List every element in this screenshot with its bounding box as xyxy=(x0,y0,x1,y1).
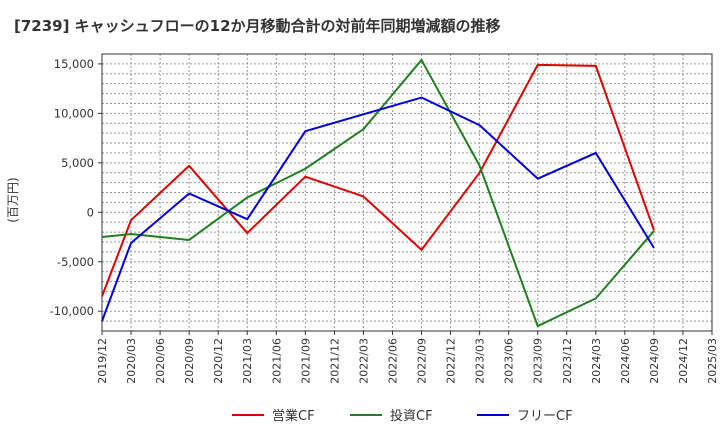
series-point-3 xyxy=(304,130,306,132)
series-point-2 xyxy=(246,196,248,198)
series-point-3 xyxy=(479,124,481,126)
x-tick-label: 2022/06 xyxy=(386,338,399,384)
series-point-3 xyxy=(188,192,190,194)
series-point-1 xyxy=(595,65,597,67)
series-point-3 xyxy=(537,178,539,180)
series-point-1 xyxy=(653,229,655,231)
grid-layer xyxy=(101,54,713,331)
legend-label-1: 営業CF xyxy=(272,408,315,424)
series-point-1 xyxy=(479,172,481,174)
x-tick-label: 2021/06 xyxy=(270,338,283,384)
plot-border xyxy=(101,53,713,332)
series-point-3 xyxy=(653,247,655,249)
series-point-2 xyxy=(362,128,364,130)
x-tick-label: 2024/12 xyxy=(677,338,690,384)
y-tick-label: 0 xyxy=(87,205,94,219)
x-tick-label: 2020/09 xyxy=(183,338,196,384)
series-point-3 xyxy=(246,218,248,220)
series-point-2 xyxy=(421,59,423,61)
series-point-1 xyxy=(304,176,306,178)
series-point-1 xyxy=(130,219,132,221)
chart-title: [7239] キャッシュフローの12か月移動合計の対前年同期増減額の推移 xyxy=(14,17,501,35)
x-tick-label: 2021/03 xyxy=(241,338,254,384)
x-tick-label: 2024/03 xyxy=(590,338,603,384)
series-point-2 xyxy=(101,236,103,238)
x-tick-label: 2022/03 xyxy=(357,338,370,384)
series-point-2 xyxy=(653,230,655,232)
y-tick-label: 10,000 xyxy=(54,106,94,120)
series-point-3 xyxy=(595,152,597,154)
x-tick-label: 2020/06 xyxy=(154,338,167,384)
x-tick-label: 2024/06 xyxy=(619,338,632,384)
x-tick-label: 2025/03 xyxy=(706,338,719,384)
x-tick-label: 2023/09 xyxy=(532,338,545,384)
series-point-2 xyxy=(595,297,597,299)
x-tick-label: 2022/12 xyxy=(445,338,458,384)
x-tick-label: 2022/09 xyxy=(416,338,429,384)
series-point-3 xyxy=(421,97,423,99)
x-tick-label: 2021/09 xyxy=(299,338,312,384)
x-tick-label: 2023/12 xyxy=(561,338,574,384)
y-tick-label: -10,000 xyxy=(50,304,94,318)
series-point-3 xyxy=(362,113,364,115)
series-point-2 xyxy=(479,165,481,167)
x-tick-label: 2019/12 xyxy=(96,338,109,384)
series-point-1 xyxy=(246,232,248,234)
x-tick-label: 2020/03 xyxy=(125,338,138,384)
y-tick-label: 15,000 xyxy=(54,57,94,71)
series-point-1 xyxy=(537,64,539,66)
y-tick-label: -5,000 xyxy=(57,255,94,269)
x-tick-label: 2023/03 xyxy=(474,338,487,384)
legend-label-3: フリーCF xyxy=(517,409,573,424)
series-point-2 xyxy=(130,233,132,235)
x-tick-label: 2023/06 xyxy=(503,338,516,384)
series-point-2 xyxy=(188,239,190,241)
series-point-3 xyxy=(130,242,132,244)
legend-layer: 営業CF 投資CF フリーCF xyxy=(232,408,573,424)
series-point-1 xyxy=(188,165,190,167)
series-point-1 xyxy=(421,249,423,251)
series-point-2 xyxy=(537,325,539,327)
x-tick-label: 2024/09 xyxy=(648,338,661,384)
axis-layer: -10,000 -5,000 0 5,000 10,000 15,000 2019/12 20… xyxy=(50,53,719,384)
series-point-3 xyxy=(101,320,103,322)
series-point-1 xyxy=(101,295,103,297)
series-layer xyxy=(101,58,655,328)
x-tick-label: 2020/12 xyxy=(212,338,225,384)
series-point-2 xyxy=(304,168,306,170)
legend-label-2: 投資CF xyxy=(390,408,433,424)
series-point-1 xyxy=(362,195,364,197)
x-tick-label: 2021/12 xyxy=(328,338,341,384)
y-axis-label: (百万円) xyxy=(6,177,20,222)
y-tick-label: 5,000 xyxy=(61,156,94,170)
